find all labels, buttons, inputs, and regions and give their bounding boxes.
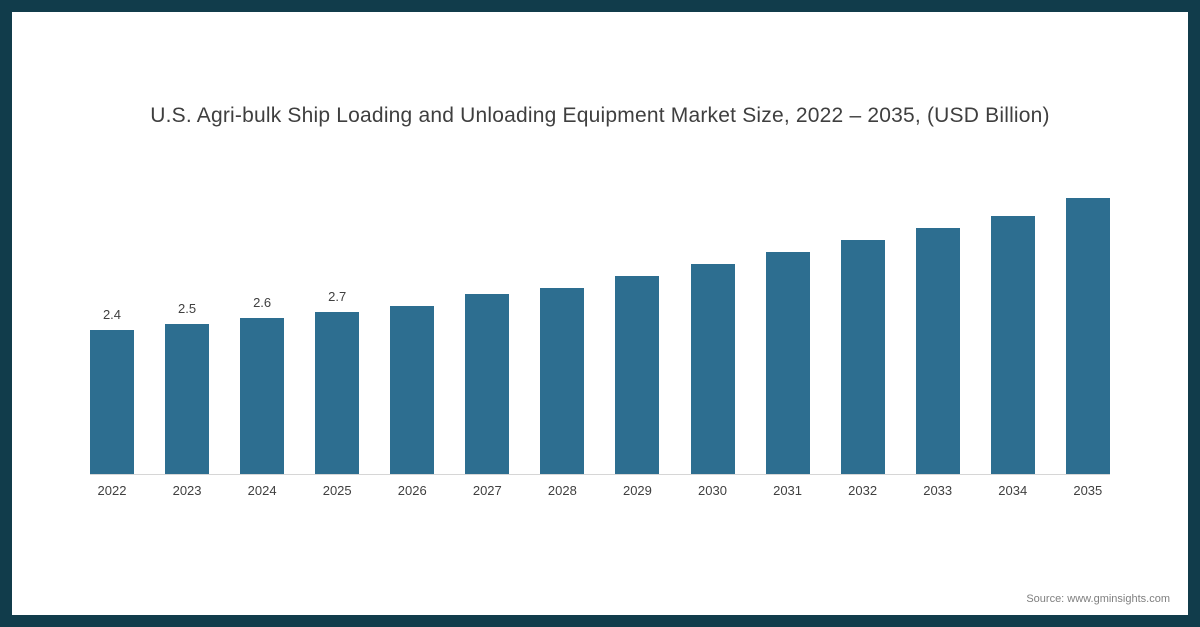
bar [765,252,810,474]
x-axis-label: 2031 [773,483,803,498]
chart-title: U.S. Agri-bulk Ship Loading and Unloadin… [150,104,1050,127]
x-axis-label: 2034 [998,483,1028,498]
bar-column: 2.4 [90,307,134,474]
bar [690,264,735,474]
x-axis: 2022 2023 2024 2025 2026 2027 2028 2029 2030 2031… [90,483,1110,498]
bar-value-label: 2.7 [328,289,347,304]
bar-column [690,241,735,474]
x-axis-label: 2024 [247,483,277,498]
bar-chart: 2.4 2.5 2.6 2.7 2022 2023 2024 2025 2026 2027 202… [90,174,1110,498]
x-axis-label: 2027 [472,483,502,498]
x-axis-label: 2033 [923,483,953,498]
bar [1065,198,1110,474]
x-axis-label: 2026 [397,483,427,498]
bar [840,240,885,474]
bar [315,312,360,474]
bar [90,330,134,474]
bar [165,324,210,474]
bar [390,306,435,474]
source-attribution: Source: www.gminsights.com [1026,593,1170,605]
bar-column [765,229,810,474]
x-axis-label: 2035 [1073,483,1103,498]
plot-area: 2.4 2.5 2.6 2.7 [90,174,1110,475]
bar [990,216,1035,474]
x-axis-label: 2030 [698,483,727,498]
bar-value-label: 2.5 [178,301,197,316]
bar-column [915,205,960,474]
bar-column: 2.6 [240,295,285,474]
bar-column [1065,175,1110,474]
bar-column [990,193,1035,474]
bar-column: 2.5 [165,301,210,474]
bar-column [615,253,660,474]
x-axis-label: 2022 [97,483,127,498]
bar [540,288,585,474]
bar [615,276,660,474]
x-axis-label: 2032 [848,483,878,498]
bar-column [465,271,510,474]
x-axis-label: 2028 [547,483,577,498]
x-axis-label: 2029 [622,483,652,498]
bar-column [840,217,885,474]
bar-column [390,283,435,474]
bar-column [540,265,585,474]
bar-value-label: 2.6 [253,295,272,310]
bar [465,294,510,474]
bar-value-label: 2.4 [102,307,122,322]
x-axis-label: 2025 [322,483,352,498]
bar [915,228,960,474]
bar-column: 2.7 [315,289,360,474]
bar [240,318,285,474]
x-axis-label: 2023 [172,483,202,498]
